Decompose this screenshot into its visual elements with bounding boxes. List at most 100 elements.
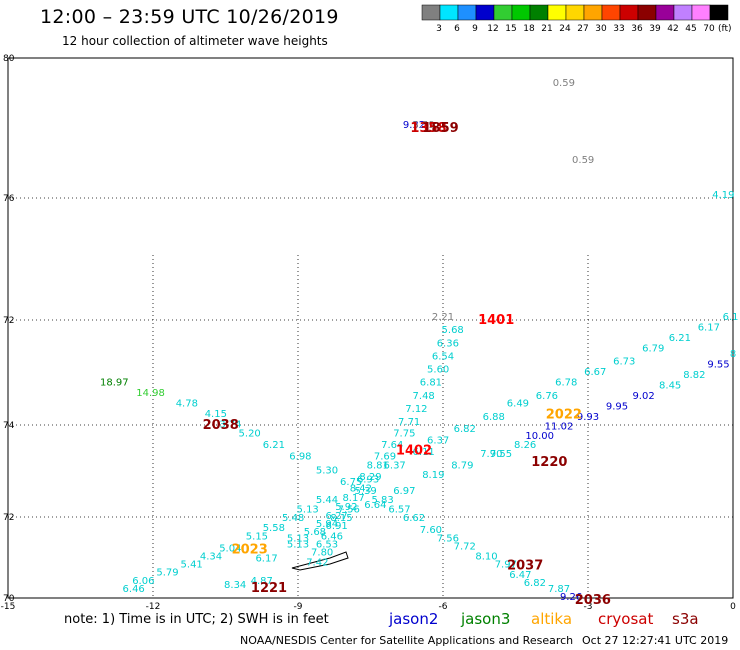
island-outline bbox=[291, 551, 349, 571]
page-title: 12:00 – 23:59 UTC 10/26/2019 bbox=[40, 6, 339, 28]
wave-height-value: 8.45 bbox=[659, 380, 681, 391]
wave-height-value: 6.37 bbox=[384, 461, 406, 472]
wave-height-value: 5.13 bbox=[287, 539, 309, 550]
wave-height-value: 14.98 bbox=[136, 388, 165, 399]
legend-label: 30 bbox=[595, 24, 607, 34]
wave-height-value: 7.55 bbox=[490, 449, 512, 460]
wave-height-value: 6.06 bbox=[132, 576, 154, 587]
wave-height-value: 5.44 bbox=[316, 495, 338, 506]
wave-height-value: 2.21 bbox=[432, 312, 454, 323]
legend-label: 15 bbox=[505, 24, 516, 34]
pass-time-label: 2022 bbox=[546, 408, 582, 423]
wave-height-value: 6.82 bbox=[454, 424, 476, 435]
wave-height-value: 5.60 bbox=[427, 365, 449, 376]
wave-height-value: 4.19 bbox=[712, 190, 734, 201]
wave-height-value: 5.92 bbox=[335, 502, 357, 513]
wave-height-value: 6.1 bbox=[723, 312, 739, 323]
wave-height-value: 8.10 bbox=[475, 552, 497, 563]
lat-tick-label: 70 bbox=[3, 594, 15, 604]
wave-height-value: 7.56 bbox=[338, 504, 360, 515]
wave-height-value: 5.04 bbox=[219, 543, 241, 554]
pass-time-label: 2036 bbox=[575, 593, 611, 608]
wave-height-value: 6.17 bbox=[255, 554, 277, 565]
pass-time-label: 1401 bbox=[478, 313, 514, 328]
legend-label: 3 bbox=[436, 24, 442, 34]
wave-height-value: 7.48 bbox=[413, 391, 435, 402]
wave-height-value: 6.57 bbox=[388, 504, 410, 515]
wave-height-value: 6.46 bbox=[123, 584, 145, 595]
wave-height-value: 8.29 bbox=[359, 472, 381, 483]
wave-height-value: 6.91 bbox=[326, 521, 348, 532]
wave-height-value: 8.17 bbox=[342, 493, 364, 504]
wave-height-value: 5.15 bbox=[246, 531, 268, 542]
wave-height-value: 5.79 bbox=[156, 568, 178, 579]
legend-label: 21 bbox=[541, 24, 552, 34]
wave-height-value: 5.48 bbox=[282, 513, 304, 524]
wave-height-value: 8.81 bbox=[367, 461, 389, 472]
satellite-altika: altika bbox=[531, 610, 573, 628]
legend-unit: (ft) bbox=[718, 24, 732, 34]
legend-swatch bbox=[709, 4, 729, 21]
wave-height-value: 6.93 bbox=[357, 475, 379, 486]
wave-height-value: 0.59 bbox=[553, 78, 575, 89]
wave-height-value: 8.34 bbox=[224, 580, 246, 591]
wave-height-value: 7.42 bbox=[306, 558, 328, 569]
wave-height-value: 6.79 bbox=[642, 344, 664, 355]
pass-time-label: 2037 bbox=[507, 559, 543, 574]
wave-height-value: 7.64 bbox=[381, 440, 403, 451]
wave-height-value: 6.67 bbox=[584, 367, 606, 378]
wave-height-value: 8.79 bbox=[451, 461, 473, 472]
lon-tick-label: -12 bbox=[146, 602, 161, 612]
legend-label: 70 bbox=[703, 24, 715, 34]
wave-height-value: 8.82 bbox=[683, 370, 705, 381]
map-frame bbox=[7, 57, 734, 599]
wave-height-value: 9.26 bbox=[560, 592, 582, 603]
pass-time-label: 2038 bbox=[203, 418, 239, 433]
lat-tick-label: 80 bbox=[3, 54, 15, 64]
wave-height-value: 10.00 bbox=[525, 431, 554, 442]
wave-height-value: 5.30 bbox=[316, 465, 338, 476]
lon-tick-label: -15 bbox=[1, 602, 16, 612]
wave-height-value: 6.54 bbox=[432, 351, 454, 362]
wave-height-value: 5.68 bbox=[442, 325, 464, 336]
wave-height-value: 8 bbox=[730, 349, 736, 360]
lon-tick-label: -9 bbox=[294, 602, 303, 612]
wave-height-value: 7.69 bbox=[374, 452, 396, 463]
wave-height-value: 7.71 bbox=[398, 417, 420, 428]
wave-height-value: 6.47 bbox=[509, 570, 531, 581]
wave-height-value: 18.97 bbox=[100, 378, 129, 389]
wave-height-value: 7.60 bbox=[420, 525, 442, 536]
wave-height-value: 4.78 bbox=[176, 399, 198, 410]
wave-height-value: 11.02 bbox=[545, 422, 574, 433]
color-legend: 3 6 9 12 15 18 21 24 27 30 33 36 39 42 45 70 (ft) bbox=[421, 4, 732, 34]
wave-height-value: 8.42 bbox=[350, 484, 372, 495]
wave-height-value: 6.17 bbox=[698, 323, 720, 334]
legend-label: 18 bbox=[523, 24, 535, 34]
wave-height-value: 6.21 bbox=[263, 440, 285, 451]
wave-height-value: 5.39 bbox=[355, 486, 377, 497]
satellite-jason3: jason3 bbox=[461, 610, 511, 628]
wave-height-value: 5.13 bbox=[287, 533, 309, 544]
wave-height-value: 7.87 bbox=[548, 584, 570, 595]
pass-time-label: 1402 bbox=[396, 443, 432, 458]
legend-label: 24 bbox=[559, 24, 571, 34]
pass-time-label: 1859 bbox=[422, 121, 458, 136]
footer-note: note: 1) Time is in UTC; 2) SWH is in fe… bbox=[64, 612, 329, 627]
wave-height-value: 6.82 bbox=[524, 578, 546, 589]
wave-height-value: 4.87 bbox=[251, 576, 273, 587]
wave-height-value: 9.02 bbox=[632, 391, 654, 402]
wave-height-value: 8.15 bbox=[330, 513, 352, 524]
legend-label: 27 bbox=[577, 24, 588, 34]
footer-credit: NOAA/NESDIS Center for Satellite Applica… bbox=[240, 634, 574, 647]
wave-height-value: 7.97 bbox=[495, 560, 517, 571]
wave-height-value: 9.32 bbox=[403, 120, 425, 131]
satellite-jason2: jason2 bbox=[389, 610, 439, 628]
legend-label: 12 bbox=[487, 24, 498, 34]
legend-label: 39 bbox=[649, 24, 661, 34]
wave-height-value: 5.94 bbox=[316, 519, 338, 530]
wave-height-value: 9.95 bbox=[606, 401, 628, 412]
legend-label: 36 bbox=[631, 24, 643, 34]
lat-tick-label: 76 bbox=[3, 194, 15, 204]
